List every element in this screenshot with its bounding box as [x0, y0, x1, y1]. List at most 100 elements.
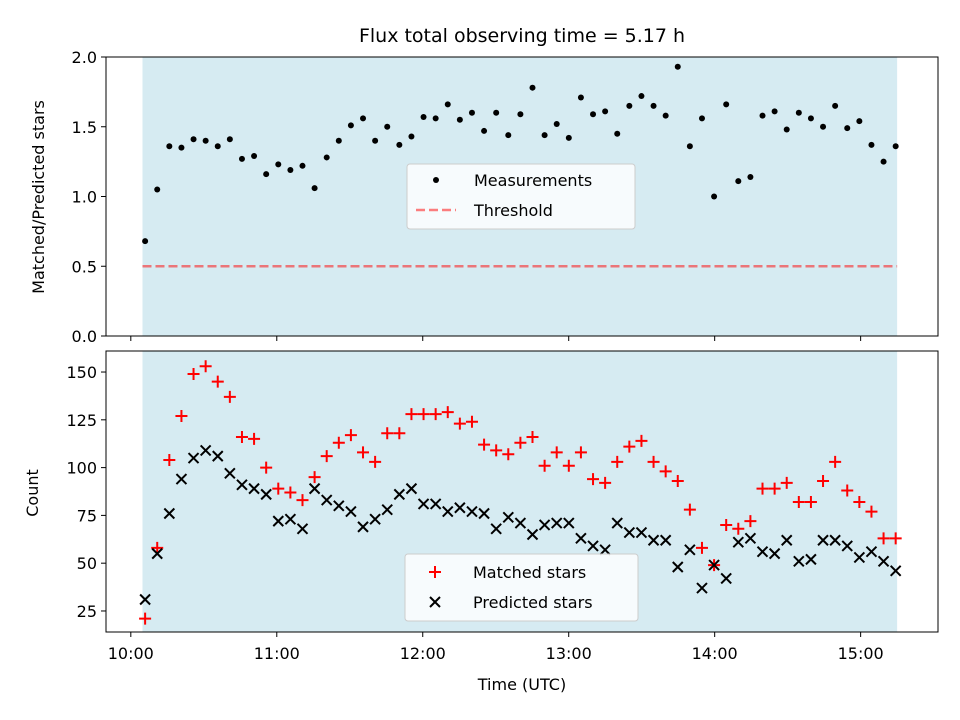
predicted-star-point [768, 547, 781, 560]
matched-star-point [187, 367, 200, 380]
predicted-star-point [732, 536, 745, 548]
matched-star-point [635, 434, 648, 447]
predicted-star-point [478, 507, 490, 520]
predicted-star-point [684, 544, 696, 556]
measurement-point [360, 115, 367, 122]
matched-star-point [175, 409, 188, 422]
predicted-star-point [187, 452, 200, 464]
predicted-star-point [756, 546, 769, 558]
measurement-point [396, 141, 403, 148]
predicted-star-point [308, 482, 321, 495]
bottom-ytick-label: 125 [66, 411, 97, 430]
measurement-point [481, 127, 488, 134]
measurement-point [565, 134, 572, 141]
matched-star-point [296, 494, 309, 507]
matched-star-point [151, 541, 164, 554]
predicted-star-point [551, 517, 563, 529]
measurement-point [493, 109, 500, 116]
predicted-star-point [454, 502, 466, 514]
matched-star-point [248, 432, 261, 445]
legend-predicted-marker [429, 596, 441, 608]
predicted-star-point [369, 513, 381, 525]
bottom-ytick-label: 75 [77, 506, 97, 525]
predicted-star-point [672, 561, 684, 573]
bottom-ytick-label: 150 [66, 363, 97, 382]
predicted-star-point [889, 565, 902, 577]
predicted-star-point [296, 523, 309, 535]
predicted-star-point [429, 498, 442, 510]
predicted-star-point [877, 555, 890, 567]
matched-star-point [574, 446, 587, 459]
matched-star-point [526, 431, 539, 444]
measurement-point [735, 178, 742, 185]
measurement-point [299, 162, 306, 169]
matched-star-point [332, 436, 345, 449]
measurement-point [529, 84, 536, 91]
measurement-point [311, 185, 318, 192]
top-axes-frame [105, 56, 939, 337]
matched-star-point [163, 453, 176, 466]
measurement-point [517, 111, 524, 118]
bottom-axes-frame [105, 350, 939, 633]
predicted-star-point [212, 450, 224, 462]
measurement-point [444, 101, 451, 108]
measurement-point [238, 155, 245, 162]
measurement-point [541, 132, 548, 139]
measurement-point [783, 126, 790, 133]
matched-star-point [490, 444, 503, 457]
measurement-point [638, 93, 645, 100]
predicted-star-point [805, 553, 817, 566]
predicted-star-point [442, 505, 454, 518]
measurement-point [142, 238, 149, 245]
measurement-point [711, 193, 718, 200]
measurement-point [650, 102, 657, 109]
matched-star-point [417, 408, 430, 421]
matched-star-point [889, 532, 902, 545]
x-tick-label: 13:00 [546, 644, 592, 663]
predicted-star-point [320, 494, 333, 506]
measurement-point [868, 141, 875, 148]
measurement-point [856, 118, 863, 125]
bottom-legend-box [404, 553, 639, 622]
predicted-star-point [696, 582, 708, 594]
predicted-star-point [163, 507, 176, 520]
matched-star-point [659, 465, 672, 478]
measurement-point [214, 143, 221, 150]
measurement-point [577, 94, 584, 101]
predicted-star-point [466, 505, 478, 518]
top-legend: Measurements Threshold [406, 163, 636, 230]
measurement-point [614, 130, 621, 137]
predicted-star-point [659, 534, 672, 546]
measurement-point [432, 115, 439, 122]
matched-star-point [780, 476, 793, 489]
measurement-point [154, 186, 161, 193]
predicted-star-point [708, 559, 720, 571]
predicted-star-point [611, 517, 623, 529]
measurement-point [771, 108, 778, 115]
measurement-point [468, 109, 475, 116]
matched-star-point [393, 427, 406, 440]
measurement-point [202, 137, 209, 144]
legend-measurements-marker [433, 177, 439, 183]
matched-star-point [720, 518, 733, 531]
chart-title: Flux total observing time = 5.17 h [359, 25, 685, 47]
matched-star-point [647, 455, 660, 468]
top-ytick-label: 0.0 [72, 327, 97, 346]
matched-star-point [683, 503, 696, 516]
matched-star-point [744, 515, 757, 528]
matched-star-point [441, 406, 454, 419]
predicted-star-point [272, 515, 284, 527]
predicted-star-point [224, 467, 236, 480]
matched-star-point [429, 408, 442, 421]
measurement-point [226, 136, 233, 143]
measurement-point [602, 108, 609, 115]
predicted-star-point [357, 521, 369, 533]
predicted-star-point [841, 540, 853, 552]
predicted-star-point [817, 534, 829, 546]
measurement-point [820, 123, 827, 130]
measurement-point [287, 166, 294, 173]
measurement-point [723, 101, 730, 108]
matched-star-point [405, 408, 418, 421]
predicted-star-point [538, 519, 551, 531]
